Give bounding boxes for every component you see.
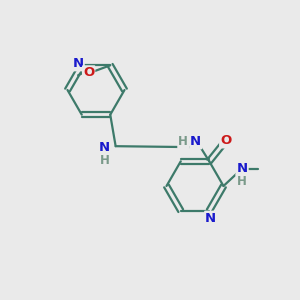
Text: O: O — [220, 134, 231, 147]
Text: O: O — [83, 66, 94, 79]
Text: N: N — [236, 162, 248, 175]
Text: H: H — [178, 135, 188, 148]
Text: N: N — [205, 212, 216, 225]
Text: N: N — [190, 135, 201, 148]
Text: H: H — [100, 154, 110, 167]
Text: N: N — [99, 141, 110, 154]
Text: N: N — [73, 57, 84, 70]
Text: H: H — [237, 175, 246, 188]
